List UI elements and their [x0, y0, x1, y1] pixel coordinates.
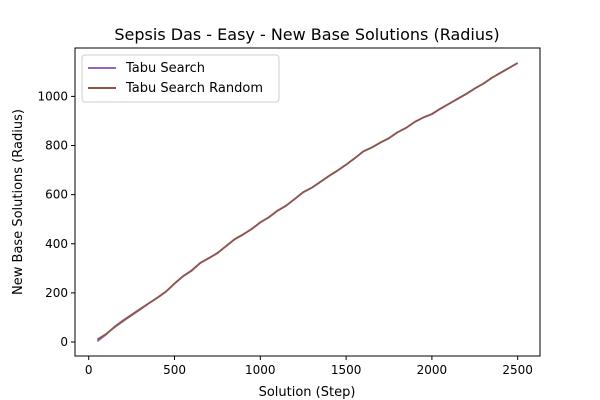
y-axis: 0 200 400 600 800 1000	[37, 89, 75, 349]
legend: Tabu Search Tabu Search Random	[81, 54, 280, 103]
y-tick-label: 400	[45, 237, 68, 251]
y-tick-label: 800	[45, 139, 68, 153]
x-axis: 0 500 1000 1500 2000 2500	[85, 356, 533, 377]
plot-frame	[74, 47, 541, 357]
y-tick-label: 1000	[37, 89, 68, 103]
legend-box	[81, 54, 280, 103]
x-tick-label: 1500	[331, 363, 362, 377]
legend-label-tabu-search: Tabu Search	[125, 61, 205, 76]
x-tick-label: 0	[85, 363, 93, 377]
y-axis-label: New Base Solutions (Radius)	[11, 109, 26, 295]
y-tick-label: 200	[45, 286, 68, 300]
x-tick-label: 500	[163, 363, 186, 377]
x-tick-label: 2500	[502, 363, 533, 377]
y-tick-label: 600	[45, 188, 68, 202]
x-axis-label: Solution (Step)	[259, 385, 356, 400]
y-tick-label: 0	[60, 335, 68, 349]
legend-label-tabu-search-random: Tabu Search Random	[125, 81, 263, 96]
x-tick-label: 1000	[245, 363, 276, 377]
chart-title: Sepsis Das - Easy - New Base Solutions (…	[114, 25, 499, 44]
x-tick-label: 2000	[417, 363, 448, 377]
series-layer	[96, 62, 519, 342]
series-line-tabu-search-random	[96, 62, 519, 341]
